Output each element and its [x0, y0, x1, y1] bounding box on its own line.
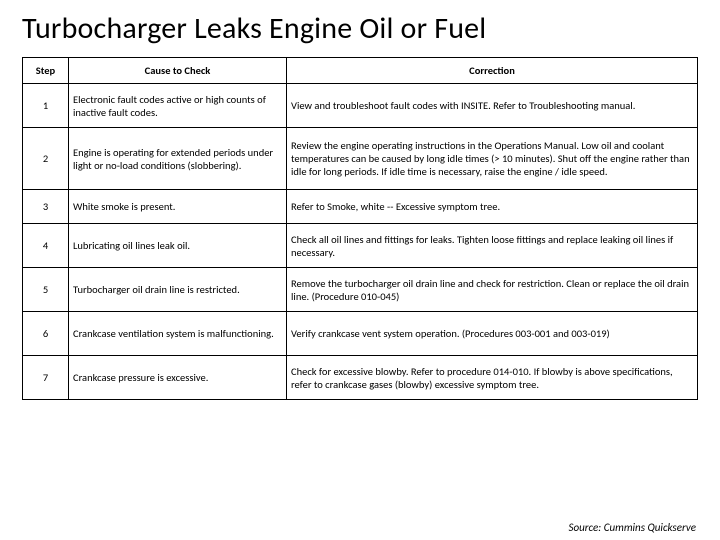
- correction-text: Check for excessive blowby. Refer to pro…: [287, 356, 698, 400]
- table-row: 2 Engine is operating for extended perio…: [23, 128, 698, 190]
- cause-text: Electronic fault codes active or high co…: [69, 84, 287, 128]
- correction-text: View and troubleshoot fault codes with I…: [287, 84, 698, 128]
- correction-text: Refer to Smoke, white -- Excessive sympt…: [287, 190, 698, 224]
- correction-text: Review the engine operating instructions…: [287, 128, 698, 190]
- correction-text: Verify crankcase vent system operation. …: [287, 312, 698, 356]
- step-number: 5: [23, 268, 69, 312]
- cause-text: Turbocharger oil drain line is restricte…: [69, 268, 287, 312]
- table-row: 5 Turbocharger oil drain line is restric…: [23, 268, 698, 312]
- cause-text: Crankcase ventilation system is malfunct…: [69, 312, 287, 356]
- table-row: 7 Crankcase pressure is excessive. Check…: [23, 356, 698, 400]
- step-number: 4: [23, 224, 69, 268]
- step-number: 2: [23, 128, 69, 190]
- slide-container: Turbocharger Leaks Engine Oil or Fuel St…: [0, 0, 720, 540]
- correction-text: Remove the turbocharger oil drain line a…: [287, 268, 698, 312]
- cause-text: Lubricating oil lines leak oil.: [69, 224, 287, 268]
- table-row: 4 Lubricating oil lines leak oil. Check …: [23, 224, 698, 268]
- table-row: 3 White smoke is present. Refer to Smoke…: [23, 190, 698, 224]
- table-row: 6 Crankcase ventilation system is malfun…: [23, 312, 698, 356]
- source-attribution: Source: Cummins Quickserve: [568, 521, 696, 534]
- cause-text: White smoke is present.: [69, 190, 287, 224]
- troubleshoot-table: Step Cause to Check Correction 1 Electro…: [22, 57, 698, 400]
- cause-text: Crankcase pressure is excessive.: [69, 356, 287, 400]
- correction-text: Check all oil lines and fittings for lea…: [287, 224, 698, 268]
- cause-text: Engine is operating for extended periods…: [69, 128, 287, 190]
- step-number: 7: [23, 356, 69, 400]
- col-header-cause: Cause to Check: [69, 58, 287, 84]
- col-header-correction: Correction: [287, 58, 698, 84]
- step-number: 3: [23, 190, 69, 224]
- table-row: 1 Electronic fault codes active or high …: [23, 84, 698, 128]
- table-header-row: Step Cause to Check Correction: [23, 58, 698, 84]
- page-title: Turbocharger Leaks Engine Oil or Fuel: [22, 10, 698, 47]
- col-header-step: Step: [23, 58, 69, 84]
- step-number: 1: [23, 84, 69, 128]
- step-number: 6: [23, 312, 69, 356]
- table-body: 1 Electronic fault codes active or high …: [23, 84, 698, 400]
